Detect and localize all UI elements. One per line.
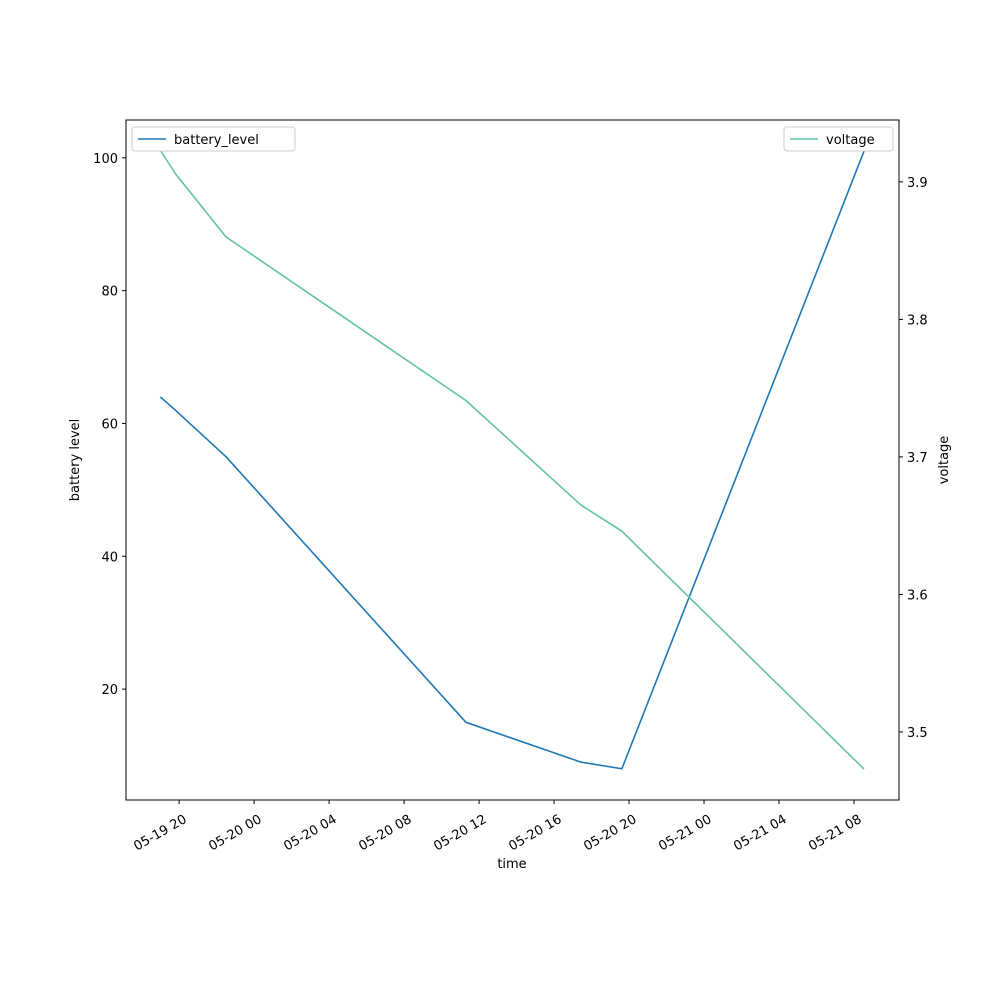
x-tick-label: 05-21 04 xyxy=(731,812,789,854)
x-tick-label: 05-20 08 xyxy=(356,812,414,854)
legend-label: battery_level xyxy=(174,133,259,148)
y2-tick-label: 3.6 xyxy=(907,588,928,603)
x-tick-label: 05-20 12 xyxy=(431,812,489,854)
y2-tick-label: 3.9 xyxy=(907,176,928,191)
y-tick-label: 20 xyxy=(101,683,118,698)
y-axis-label: battery level xyxy=(68,419,83,502)
x-tick-label: 05-21 08 xyxy=(806,812,864,854)
series-line xyxy=(159,150,865,770)
x-tick-label: 05-19 20 xyxy=(131,812,189,854)
x-tick-label: 05-20 16 xyxy=(506,812,564,854)
y2-tick-label: 3.7 xyxy=(907,451,928,466)
x-tick-label: 05-20 00 xyxy=(206,812,264,854)
y-tick-label: 100 xyxy=(93,152,118,167)
y-tick-label: 60 xyxy=(101,417,118,432)
legend: battery_level xyxy=(131,126,296,152)
y2-tick-label: 3.5 xyxy=(907,726,928,741)
x-tick-label: 05-20 04 xyxy=(281,812,339,854)
y-tick-label: 80 xyxy=(101,285,118,300)
series-line xyxy=(159,149,865,770)
x-tick-label: 05-21 00 xyxy=(656,812,714,854)
plot-frame xyxy=(125,119,900,801)
legend-box xyxy=(131,126,296,152)
legend-box xyxy=(783,126,894,152)
y2-tick-label: 3.8 xyxy=(907,313,928,328)
legend-label: voltage xyxy=(826,133,875,148)
x-tick-label: 05-20 20 xyxy=(581,812,639,854)
x-axis-label: time xyxy=(497,857,526,872)
legend: voltage xyxy=(783,126,894,152)
y-tick-label: 40 xyxy=(101,550,118,565)
y2-axis-label: voltage xyxy=(937,436,952,485)
